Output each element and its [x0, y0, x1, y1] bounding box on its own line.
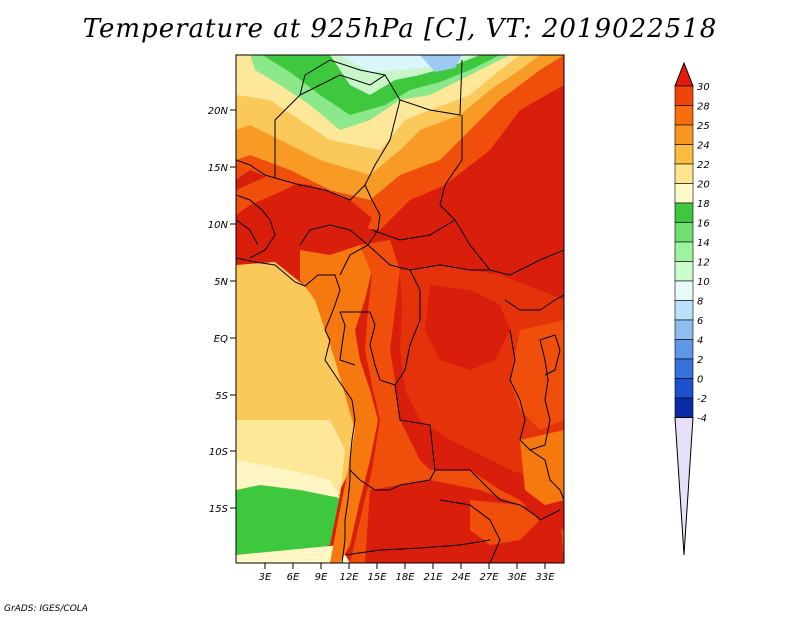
- colorbar-swatch: [674, 202, 694, 223]
- colorbar-swatch: [674, 319, 694, 340]
- border-congo: [340, 269, 421, 386]
- field-hot-congo: [425, 285, 510, 370]
- field-cream-bottom: [236, 545, 350, 563]
- colorbar-label: 6: [697, 316, 703, 327]
- lon-label-6e: 6E: [287, 572, 300, 583]
- lon-label-3e: 3E: [259, 572, 272, 583]
- colorbar-label: 24: [697, 141, 710, 152]
- border-gabon: [339, 311, 356, 366]
- border-west-2: [236, 194, 276, 259]
- colorbar-label: 12: [697, 258, 710, 269]
- lat-label-5n: 5N: [214, 277, 228, 288]
- lon-label-24e: 24E: [451, 572, 471, 583]
- border-car: [367, 244, 490, 271]
- lon-label-21e: 21E: [423, 572, 443, 583]
- border-nigeria-cameroon: [299, 224, 369, 246]
- colorbar-label: 28: [697, 102, 710, 113]
- colorbar-label: 22: [697, 160, 710, 171]
- lat-label-15s: 15S: [209, 504, 229, 515]
- colorbar-label: 20: [697, 180, 710, 191]
- lat-label-10s: 10S: [209, 447, 229, 458]
- colorbar-label: 14: [697, 238, 710, 249]
- border-car-north: [371, 219, 456, 241]
- colorbar-label: 4: [697, 336, 703, 347]
- colorbar-swatch: [674, 397, 694, 418]
- colorbar-swatch: [674, 85, 694, 106]
- lon-label-27e: 27E: [479, 572, 499, 583]
- lon-label-30e: 30E: [507, 572, 527, 583]
- colorbar-swatch: [674, 144, 694, 165]
- colorbar-label: 2: [697, 355, 703, 366]
- border-north-2: [304, 59, 386, 76]
- colorbar-swatch: [674, 300, 694, 321]
- colorbar-label: -2: [697, 394, 707, 405]
- lat-label-10n: 10N: [208, 220, 229, 231]
- lon-label-15e: 15E: [367, 572, 387, 583]
- colorbar-swatch: [674, 261, 694, 282]
- border-nigeria-niger: [274, 177, 366, 201]
- colorbar-label: 25: [697, 121, 710, 132]
- border-south-1: [439, 499, 501, 563]
- map-frame: [235, 54, 565, 564]
- lat-label-20n: 20N: [208, 106, 229, 117]
- map-title: Temperature at 925hPa [C], VT: 201902251…: [82, 14, 718, 44]
- border-sudan: [439, 115, 564, 276]
- border-namibia: [349, 469, 436, 491]
- colorbar-top-arrow: [674, 61, 694, 87]
- field-orange-east: [520, 430, 564, 505]
- colorbar-swatch: [674, 358, 694, 379]
- lake-victoria: [539, 334, 561, 376]
- lon-label-33e: 33E: [535, 572, 555, 583]
- lat-label-5s: 5S: [215, 391, 228, 402]
- country-borders: [236, 59, 564, 563]
- colorbar-swatch: [674, 378, 694, 399]
- lon-label-18e: 18E: [395, 572, 415, 583]
- latitude-axis: 20N 15N 10N 5N EQ 5S 10S 15S: [208, 106, 236, 515]
- border-zambia: [499, 499, 561, 521]
- colorbar-bottom-arrow: [674, 417, 694, 556]
- field-hot-west: [236, 180, 372, 270]
- field-warm-south: [470, 500, 540, 545]
- lon-label-12e: 12E: [339, 572, 359, 583]
- border-uganda: [504, 294, 564, 311]
- field-cream-south: [236, 460, 340, 498]
- longitude-axis: 3E 6E 9E 12E 15E 18E 21E 24E 27E 30E 33E: [259, 563, 555, 583]
- temperature-field: [236, 55, 564, 563]
- field-hot-south: [365, 480, 564, 563]
- lon-label-9e: 9E: [315, 572, 328, 583]
- lat-label-15n: 15N: [208, 163, 229, 174]
- colorbar-swatch: [674, 124, 694, 145]
- border-malawi: [529, 449, 564, 501]
- colorbar-label: 0: [697, 375, 703, 386]
- field-warm-east: [510, 320, 564, 430]
- field-warm-west: [236, 175, 300, 215]
- colorbar-swatch: [674, 280, 694, 301]
- coastline: [236, 257, 356, 563]
- field-blue-north: [420, 55, 462, 72]
- colorbar-label: 18: [697, 199, 710, 210]
- colorbar-label: -4: [697, 414, 707, 425]
- colorbar-swatch: [674, 183, 694, 204]
- colorbar-label: 8: [697, 297, 703, 308]
- colorbar-swatch: [674, 339, 694, 360]
- lat-label-eq: EQ: [214, 334, 228, 345]
- grads-credit: GrADS: IGES/COLA: [4, 604, 88, 614]
- border-north-1: [299, 59, 463, 116]
- border-west-3: [236, 219, 259, 246]
- colorbar-swatch: [674, 105, 694, 126]
- border-south-2: [344, 539, 491, 556]
- colorbar-label: 30: [697, 82, 710, 93]
- colorbar-label: 16: [697, 219, 710, 230]
- field-warm-coast: [350, 240, 564, 563]
- colorbar-label: 10: [697, 277, 710, 288]
- colorbar-swatch: [674, 222, 694, 243]
- colorbar-swatch: [674, 241, 694, 262]
- colorbar-swatch: [674, 163, 694, 184]
- border-chad-niger: [339, 99, 401, 276]
- field-orange-coast: [300, 245, 378, 563]
